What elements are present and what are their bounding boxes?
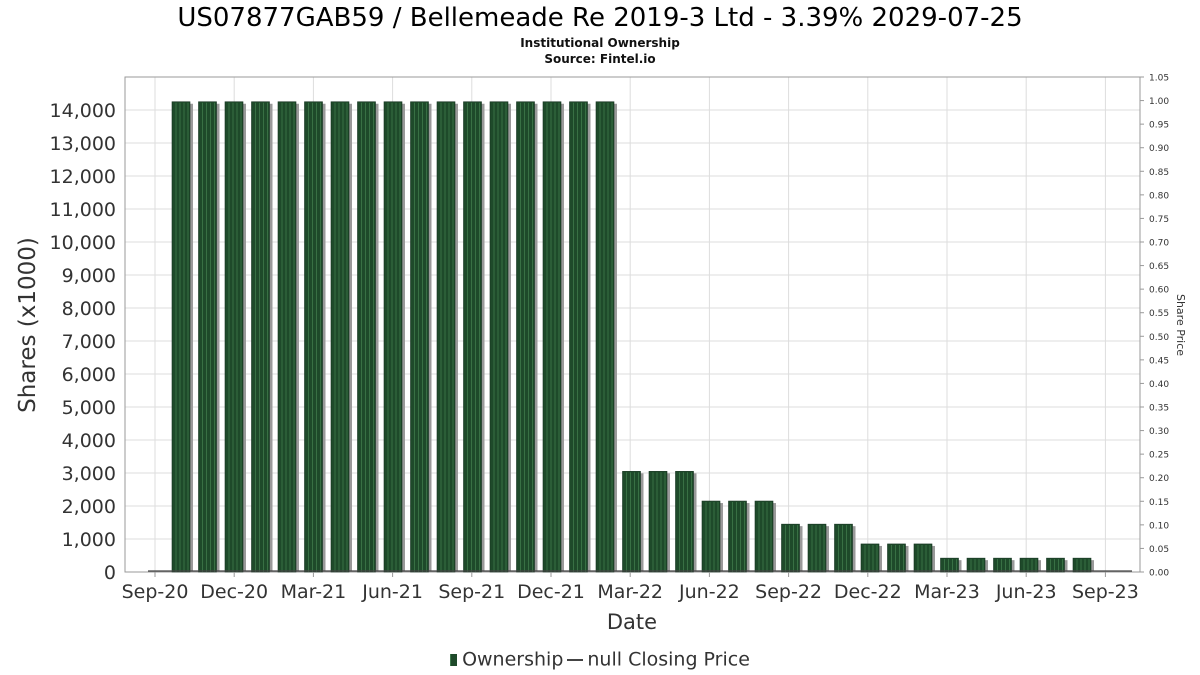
ownership-bar — [171, 101, 191, 573]
y-tick-label: 10,000 — [50, 232, 116, 254]
x-tick-label: Dec-22 — [834, 581, 902, 603]
x-tick-label: Mar-23 — [914, 581, 980, 603]
y-tick-label: 12,000 — [50, 166, 116, 188]
y2-tick-label: 0.05 — [1149, 545, 1169, 555]
y-tick-label: 2,000 — [62, 496, 116, 518]
y-tick-label: 8,000 — [62, 298, 116, 320]
ownership-legend-label: Ownership — [462, 648, 564, 671]
y2-tick-label: 0.90 — [1149, 144, 1169, 154]
ownership-bar — [1046, 557, 1065, 573]
y2-tick-label: 1.05 — [1149, 74, 1169, 84]
ownership-bar — [463, 101, 482, 573]
ownership-bar — [887, 543, 906, 573]
y-tick-label: 6,000 — [62, 364, 116, 386]
ownership-bar — [436, 101, 456, 573]
y2-tick-label: 0.25 — [1149, 451, 1169, 461]
ownership-bar — [675, 471, 694, 573]
ownership-bar — [277, 101, 297, 573]
ownership-bar — [410, 101, 429, 573]
x-tick-label: Sep-20 — [122, 581, 189, 603]
y-tick-label: 1,000 — [62, 529, 116, 551]
x-tick-label: Jun-23 — [995, 581, 1057, 603]
y-tick-label: 9,000 — [62, 265, 116, 287]
ownership-bar — [542, 101, 562, 573]
ownership-bar — [1072, 557, 1092, 573]
ownership-bar — [1019, 557, 1039, 573]
ownership-bar — [516, 101, 535, 573]
y2-tick-label: 0.65 — [1149, 262, 1169, 272]
y-tick-label: 3,000 — [62, 463, 116, 485]
chart-source: Source: Fintel.io — [544, 52, 656, 66]
y2-tick-label: 0.75 — [1149, 215, 1169, 225]
ownership-bar — [648, 471, 668, 573]
ownership-bar — [622, 471, 641, 573]
ownership-bar — [489, 101, 509, 573]
y2-tick-label: 0.35 — [1149, 404, 1169, 414]
y2-tick-label: 0.45 — [1149, 356, 1169, 366]
y2-tick-label: 0.50 — [1149, 333, 1169, 343]
chart-subtitle: Institutional Ownership — [520, 36, 680, 50]
x-tick-label: Sep-22 — [755, 581, 822, 603]
y-tick-label: 5,000 — [62, 397, 116, 419]
y-tick-label: 11,000 — [50, 199, 116, 221]
ownership-bar — [701, 500, 721, 573]
y2-axis-title: Share Price — [1174, 294, 1187, 356]
y2-tick-label: 0.60 — [1149, 286, 1169, 296]
y-tick-label: 13,000 — [50, 133, 116, 155]
ownership-bar — [224, 101, 244, 573]
y-tick-label: 14,000 — [50, 100, 116, 122]
chart-title: US07877GAB59 / Bellemeade Re 2019-3 Ltd … — [177, 3, 1023, 33]
ownership-bar — [993, 557, 1012, 573]
x-tick-label: Mar-22 — [597, 581, 663, 603]
x-tick-label: Dec-20 — [200, 581, 268, 603]
y2-tick-label: 0.10 — [1149, 521, 1169, 531]
ownership-bar — [383, 101, 403, 573]
x-tick-label: Jun-21 — [361, 581, 423, 603]
chart-legend: Ownership null Closing Price — [0, 648, 1200, 671]
x-tick-label: Sep-21 — [438, 581, 505, 603]
price-legend-swatch — [567, 658, 584, 661]
y-tick-label: 7,000 — [62, 331, 116, 353]
ownership-bar — [966, 557, 986, 573]
bar-layer — [148, 101, 1132, 573]
ownership-bar — [834, 523, 853, 573]
y-tick-label: 0 — [104, 562, 116, 584]
x-tick-label: Mar-21 — [281, 581, 347, 603]
y2-tick-label: 0.20 — [1149, 474, 1169, 484]
ownership-bar — [569, 101, 588, 573]
ownership-bar — [198, 101, 217, 573]
y2-tick-label: 0.85 — [1149, 168, 1169, 178]
x-tick-label: Jun-22 — [678, 581, 740, 603]
y2-tick-label: 0.70 — [1149, 239, 1169, 249]
ownership-bar — [754, 500, 774, 573]
y2-tick-label: 0.80 — [1149, 191, 1169, 201]
ownership-bar — [330, 101, 350, 573]
ownership-legend-swatch — [450, 653, 458, 666]
y2-tick-label: 0.15 — [1149, 498, 1169, 508]
ownership-bar — [728, 500, 747, 573]
y2-tick-label: 1.00 — [1149, 97, 1169, 107]
x-axis-title: Date — [607, 610, 657, 634]
y2-tick-label: 0.55 — [1149, 309, 1169, 319]
price-legend-label: null Closing Price — [587, 648, 750, 671]
ownership-bar — [940, 557, 959, 573]
ownership-bar — [913, 543, 933, 573]
ownership-bar — [304, 101, 323, 573]
ownership-bar — [357, 101, 376, 573]
y2-tick-label: 0.00 — [1149, 569, 1169, 579]
y2-tick-label: 0.95 — [1149, 121, 1169, 131]
x-tick-label: Sep-23 — [1072, 581, 1139, 603]
axis-layer: 0 1,000 2,000 3,000 4,000 5,000 6,000 7,000 8,00… — [50, 74, 1170, 604]
y-axis-title: Shares (x1000) — [15, 237, 41, 413]
ownership-bar — [807, 523, 827, 573]
ownership-bar — [595, 101, 615, 573]
x-tick-label: Dec-21 — [517, 581, 585, 603]
ownership-bar — [860, 543, 880, 573]
ownership-bar — [251, 101, 270, 573]
y2-tick-label: 0.30 — [1149, 427, 1169, 437]
ownership-bar — [781, 523, 800, 573]
y-tick-label: 4,000 — [62, 430, 116, 452]
y2-tick-label: 0.40 — [1149, 380, 1169, 390]
